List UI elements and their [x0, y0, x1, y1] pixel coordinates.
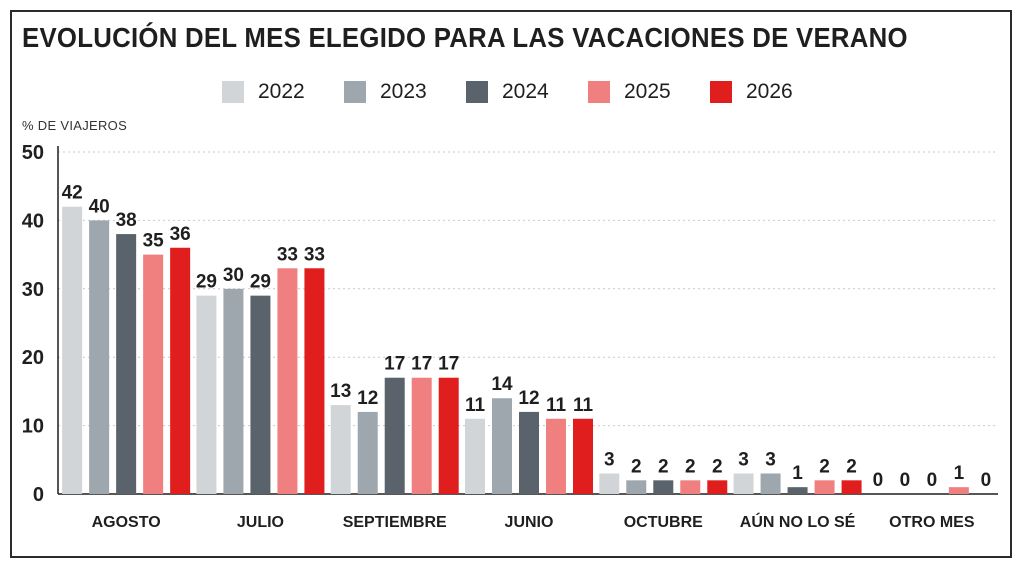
data-label: 30: [223, 265, 244, 286]
bar: [760, 473, 781, 494]
legend-swatch: [588, 81, 610, 103]
bar: [223, 288, 244, 494]
legend-item-2025: 2025: [588, 80, 710, 104]
legend-item-2022: 2022: [222, 80, 344, 104]
x-tick-label: JULIO: [237, 514, 284, 531]
data-label: 35: [143, 231, 165, 252]
bar: [707, 480, 728, 494]
x-tick-label: AGOSTO: [92, 514, 161, 531]
bar: [196, 295, 217, 494]
data-label: 36: [170, 224, 191, 245]
data-label: 1: [792, 463, 803, 484]
x-tick-label: AÚN NO LO SÉ: [740, 512, 856, 531]
data-label: 0: [927, 470, 938, 491]
bar: [250, 295, 271, 494]
data-label: 2: [685, 456, 696, 477]
data-label: 13: [330, 381, 351, 402]
bar: [438, 377, 459, 494]
y-tick-label: 0: [33, 484, 44, 506]
data-label: 40: [89, 196, 110, 217]
bar: [330, 405, 351, 494]
data-label: 0: [981, 470, 992, 491]
y-axis-unit-label: % DE VIAJEROS: [22, 118, 128, 133]
data-label: 17: [438, 354, 459, 375]
legend-item-2024: 2024: [466, 80, 588, 104]
data-label: 17: [384, 354, 405, 375]
data-label: 38: [116, 210, 137, 231]
bar: [599, 473, 620, 494]
legend-item-2023: 2023: [344, 80, 466, 104]
y-tick-label: 30: [22, 279, 44, 301]
bar: [814, 480, 835, 494]
data-label: 0: [873, 470, 884, 491]
y-tick-label: 20: [22, 347, 44, 369]
bar: [733, 473, 754, 494]
data-label: 2: [631, 456, 642, 477]
bar: [546, 418, 566, 494]
bar: [357, 411, 378, 494]
bar: [626, 480, 647, 494]
legend-swatch: [222, 81, 244, 103]
bar: [116, 234, 137, 494]
data-label: 29: [196, 272, 217, 293]
legend: 2022 2023 2024 2025 2026: [222, 80, 832, 104]
data-label: 12: [357, 388, 378, 409]
legend-label: 2022: [258, 80, 305, 103]
bar: [465, 418, 485, 494]
data-label: 11: [465, 395, 486, 416]
legend-label: 2023: [380, 80, 427, 103]
data-label: 3: [604, 449, 615, 470]
bar: [680, 480, 701, 494]
legend-label: 2026: [746, 80, 793, 103]
bar: [653, 480, 674, 494]
x-tick-label: OCTUBRE: [624, 514, 703, 531]
legend-label: 2024: [502, 80, 549, 103]
data-label: 11: [546, 395, 567, 416]
data-label: 2: [819, 456, 830, 477]
legend-item-2026: 2026: [710, 80, 832, 104]
bar: [948, 487, 969, 494]
y-tick-label: 10: [22, 416, 44, 438]
data-label: 2: [712, 456, 723, 477]
data-label: 12: [518, 388, 539, 409]
data-label: 14: [491, 374, 513, 395]
data-label: 0: [900, 470, 911, 491]
legend-swatch: [710, 81, 732, 103]
data-label: 3: [765, 449, 776, 470]
data-label: 42: [62, 183, 83, 204]
x-tick-label: JUNIO: [505, 514, 554, 531]
y-tick-label: 50: [22, 142, 44, 164]
bar: [170, 247, 191, 494]
bar: [62, 206, 83, 494]
bar: [304, 268, 325, 494]
bar: [787, 487, 808, 494]
legend-swatch: [344, 81, 366, 103]
data-label: 33: [277, 244, 298, 265]
data-label: 29: [250, 272, 271, 293]
chart-title: EVOLUCIÓN DEL MES ELEGIDO PARA LAS VACAC…: [22, 22, 908, 53]
data-label: 3: [738, 449, 749, 470]
data-label: 17: [411, 354, 432, 375]
data-label: 1: [954, 463, 965, 484]
bar: [89, 220, 110, 494]
bar: [841, 480, 862, 494]
bar: [277, 268, 298, 494]
legend-label: 2025: [624, 80, 671, 103]
x-tick-label: OTRO MES: [889, 514, 975, 531]
data-label: 2: [658, 456, 669, 477]
bar: [573, 418, 593, 494]
x-tick-label: SEPTIEMBRE: [343, 514, 447, 531]
bar: [384, 377, 405, 494]
bar: [519, 411, 539, 494]
data-label: 2: [846, 456, 857, 477]
bar: [492, 398, 512, 494]
bar: [143, 254, 164, 494]
y-tick-label: 40: [22, 210, 44, 232]
bar: [411, 377, 432, 494]
data-label: 11: [573, 395, 594, 416]
legend-swatch: [466, 81, 488, 103]
data-label: 33: [304, 244, 325, 265]
